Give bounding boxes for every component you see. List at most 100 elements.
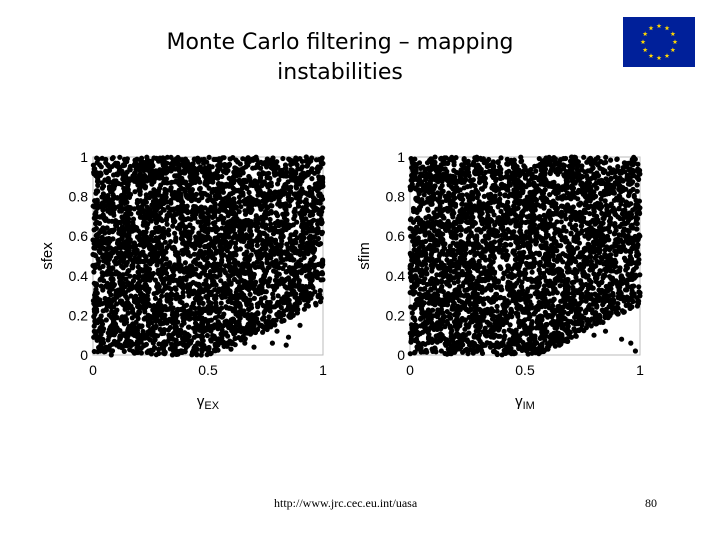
scatter-point [145,296,151,303]
scatter-point [287,311,293,317]
scatter-point [145,335,151,341]
scatter-point [267,175,273,181]
scatter-point [233,295,239,301]
scatter-point [237,222,243,228]
scatter-point [268,195,274,201]
scatter-point [120,240,126,246]
scatter-point [170,314,176,320]
scatter-point [196,273,202,279]
scatter-point [91,314,97,320]
scatter-point [192,324,198,330]
scatter-point [158,210,164,216]
scatter-point [130,258,136,264]
scatter-point [195,240,202,246]
scatter-point [243,217,249,224]
scatter-point [243,178,250,185]
scatter-point [142,309,148,315]
scatter-point [192,204,199,210]
scatter-point [132,157,138,163]
scatter-point [140,214,146,220]
scatter-point [208,300,214,306]
scatter-point [117,328,123,334]
scatter-point [286,203,293,209]
scatter-point [92,262,99,268]
scatter-point [265,184,271,190]
scatter-point [219,247,225,254]
scatter-point [308,291,314,297]
scatter-point [92,320,98,326]
scatter-point [102,295,108,302]
scatter-point [247,291,253,297]
scatter-point [280,312,287,318]
scatter-point [121,343,127,349]
scatter-point [271,268,277,274]
scatter-point [114,223,120,229]
scatter-point [167,316,173,322]
scatter-point [185,342,191,348]
scatter-point [315,235,321,242]
scatter-point [151,291,157,297]
scatter-point [213,250,219,256]
scatter-point [303,206,310,212]
scatter-point [93,253,99,259]
scatter-point [128,191,134,198]
scatter-point [497,191,503,197]
scatter-point [270,159,277,165]
scatter-point [105,251,111,257]
x-axis-label: γEX [197,393,220,412]
scatter-point [284,291,290,297]
scatter-point [181,316,188,322]
scatter-point [292,249,298,256]
scatter-point [177,282,183,288]
scatter-point [97,162,103,168]
scatter-point [203,264,210,270]
scatter-point [309,166,315,172]
scatter-point [111,338,117,344]
scatter-point [320,277,326,283]
scatter-point [244,328,250,334]
scatter-point [261,314,267,320]
scatter-point [298,238,304,244]
scatter-point [243,295,249,301]
scatter-point [154,262,160,268]
scatter-point [103,344,109,350]
scatter-point [158,216,164,222]
scatter-point [231,169,237,175]
scatter-point [149,175,155,181]
scatter-point [117,280,123,286]
scatter-point [138,293,144,299]
scatter-point [230,174,236,180]
scatter-point [135,269,141,275]
scatter-point [182,156,189,162]
scatter-point [284,307,290,313]
scatter-point [186,293,192,299]
scatter-point [270,291,276,297]
scatter-point [145,348,152,354]
flag-star-8 [648,25,654,31]
scatter-point [133,293,139,299]
scatter-point [270,155,276,161]
scatter-point [188,229,194,236]
scatter-point [248,232,255,238]
scatter-point [288,265,294,271]
scatter-point [101,227,107,233]
scatter-point [92,292,98,298]
scatter-point [318,295,324,301]
scatter-point [295,175,301,181]
scatter-point [289,177,295,183]
scatter-point [185,324,192,330]
scatter-point [151,324,157,330]
scatter-point [207,193,213,200]
scatter-point [228,281,234,287]
scatter-point [264,299,270,305]
scatter-point [105,256,111,262]
scatter-point [256,233,262,239]
scatter-point [192,245,198,251]
scatter-point [286,297,292,303]
scatter-point [278,304,284,311]
scatter-point [94,337,100,343]
scatter-point [145,208,151,214]
scatter-point [319,219,325,226]
scatter-point [154,252,160,258]
